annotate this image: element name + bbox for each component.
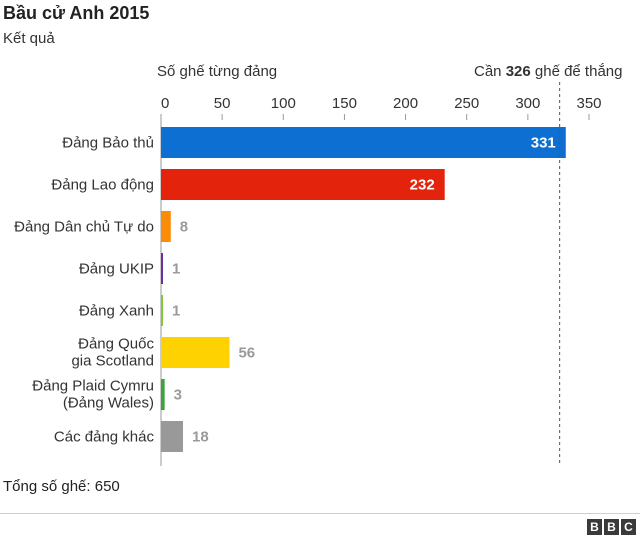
data-label: 3 bbox=[174, 387, 182, 404]
x-tick-label: 0 bbox=[161, 95, 169, 112]
data-label: 18 bbox=[192, 429, 209, 446]
x-tick-label: 350 bbox=[576, 95, 601, 112]
data-label: 1 bbox=[172, 261, 180, 278]
x-tick-label: 100 bbox=[271, 95, 296, 112]
data-label: 56 bbox=[238, 345, 255, 362]
data-label: 232 bbox=[410, 177, 435, 194]
data-label: 1 bbox=[172, 303, 180, 320]
category-label: Đảng Bảo thủ bbox=[62, 135, 154, 152]
bar bbox=[161, 169, 445, 200]
chart-subtitle: Kết quả bbox=[3, 30, 55, 47]
x-tick-label: 50 bbox=[214, 95, 231, 112]
x-tick-label: 250 bbox=[454, 95, 479, 112]
bbc-logo-letter: B bbox=[587, 519, 602, 535]
x-tick-label: 200 bbox=[393, 95, 418, 112]
reference-line-label: Cần 326 ghế để thắng bbox=[474, 63, 622, 80]
bbc-logo-letter: C bbox=[621, 519, 636, 535]
category-label: Đảng Plaid Cymru (Đảng Wales) bbox=[32, 378, 154, 412]
category-label: Đảng UKIP bbox=[79, 261, 154, 278]
bbc-logo-letter: B bbox=[604, 519, 619, 535]
x-axis-label: Số ghế từng đảng bbox=[157, 63, 277, 80]
bar bbox=[161, 211, 171, 242]
data-label: 8 bbox=[180, 219, 188, 236]
bar bbox=[161, 421, 184, 452]
chart-title: Bầu cử Anh 2015 bbox=[3, 3, 150, 23]
x-tick-label: 300 bbox=[515, 95, 540, 112]
bar bbox=[161, 127, 566, 158]
footer-divider bbox=[0, 513, 640, 514]
bbc-logo: B B C bbox=[587, 519, 636, 535]
x-tick-label: 150 bbox=[332, 95, 357, 112]
bar bbox=[161, 295, 163, 326]
category-label: Các đảng khác bbox=[54, 429, 155, 446]
category-label: Đảng Xanh bbox=[79, 303, 154, 320]
category-label: Đảng Dân chủ Tự do bbox=[14, 219, 154, 236]
bar bbox=[161, 379, 165, 410]
category-label: Đảng Lao động bbox=[51, 177, 154, 194]
bar bbox=[161, 337, 230, 368]
total-seats-note: Tổng số ghế: 650 bbox=[3, 478, 120, 495]
category-label: Đảng Quốc gia Scotland bbox=[71, 336, 154, 370]
bar bbox=[161, 253, 163, 284]
data-label: 331 bbox=[531, 135, 556, 152]
